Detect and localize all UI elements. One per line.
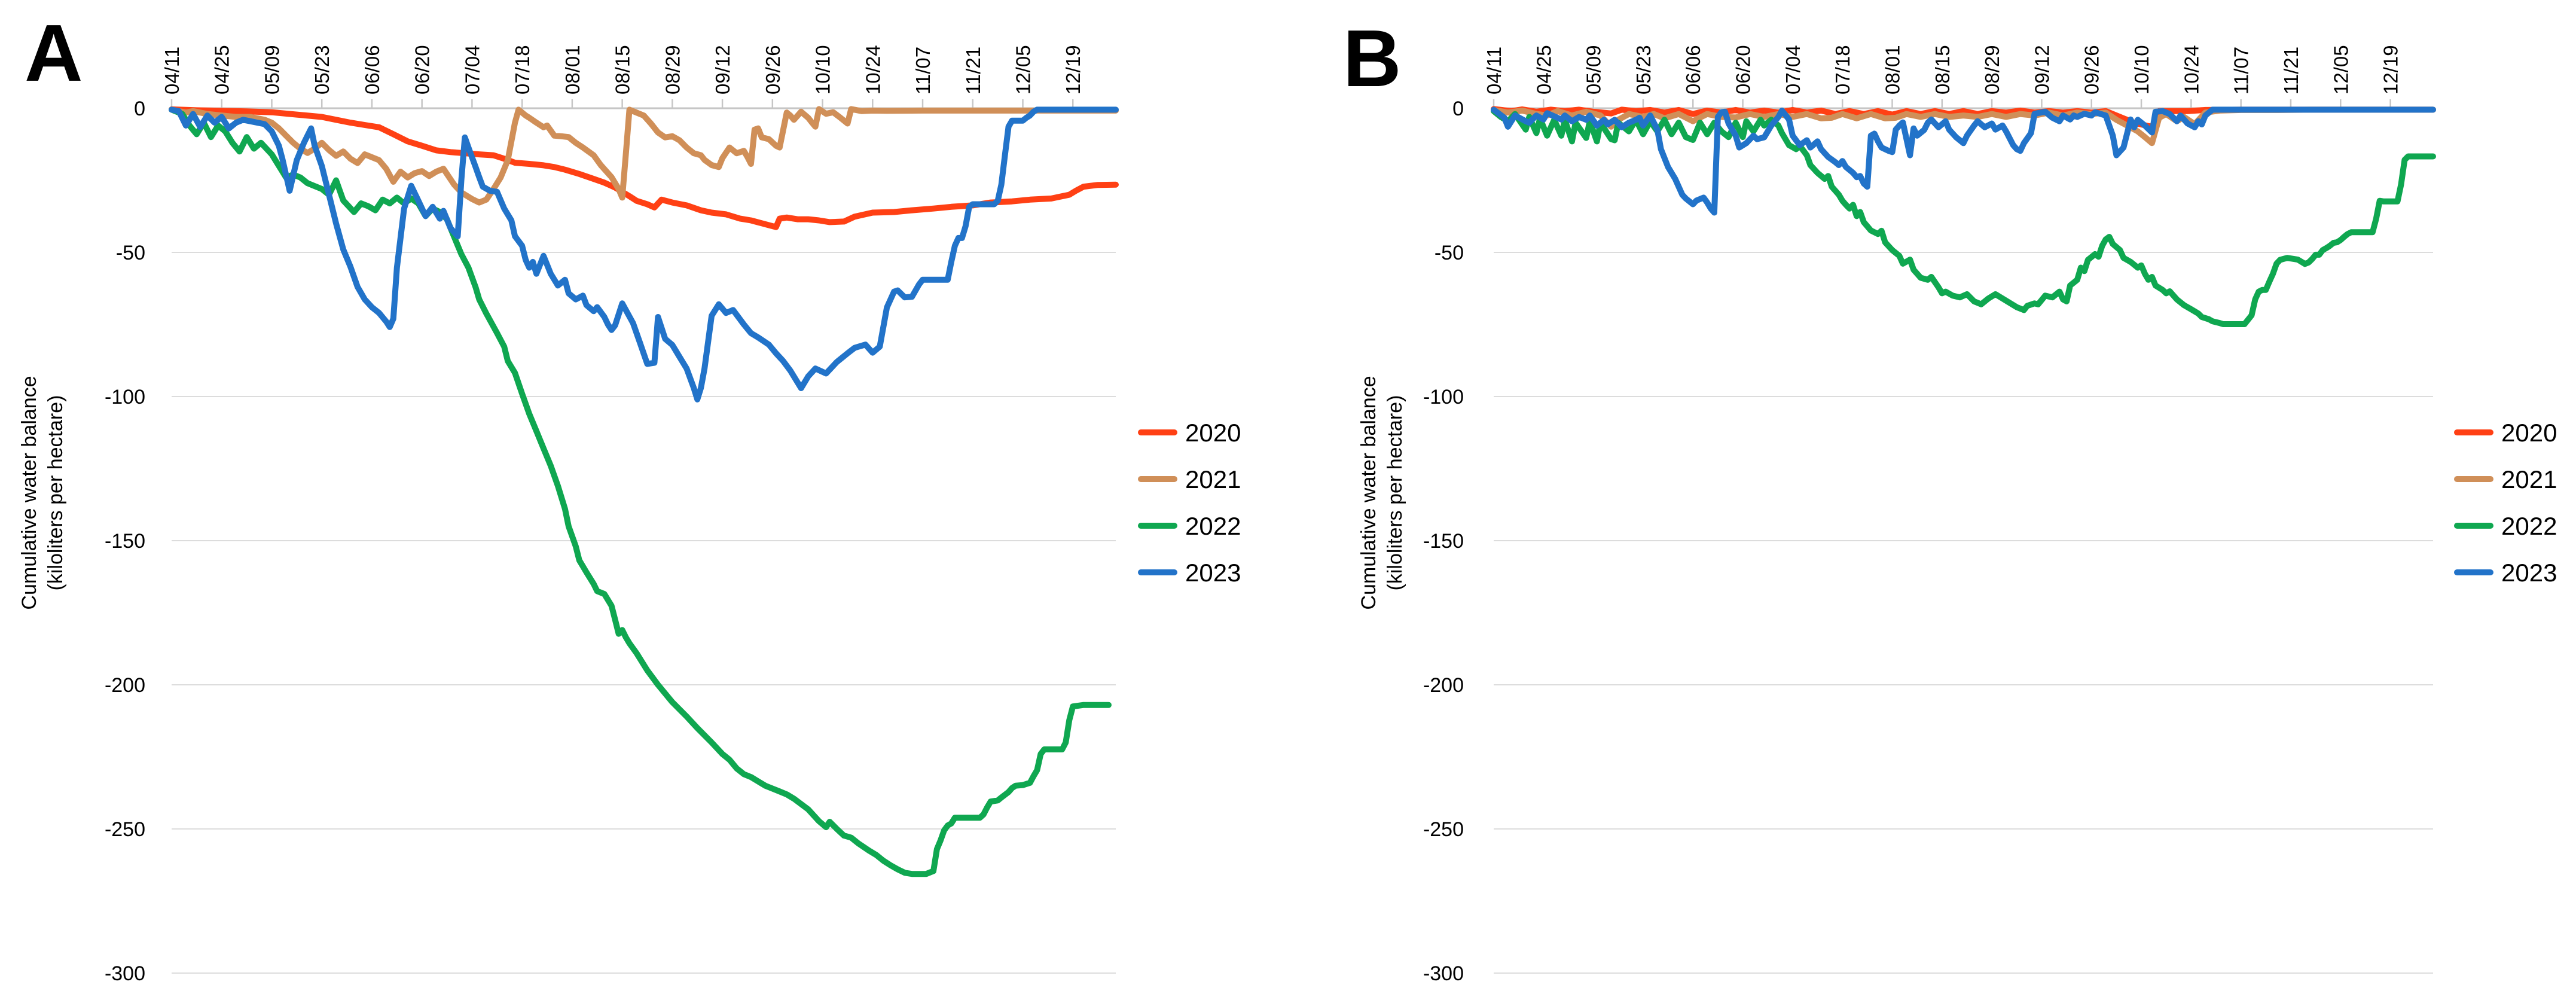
x-tick-label: 09/26: [2081, 45, 2103, 94]
series-2022-line: [169, 106, 1112, 877]
panel-a: A 0 -50 -100 -150 -200 -250 -300 04/11 04/25 05/0…: [18, 8, 1241, 985]
x-tick-label: 06/06: [361, 45, 383, 94]
chart-b-svg: 0 -50 -100 -150 -200 -250 -300 04/11 04/25 05/09 0…: [1357, 45, 2557, 985]
x-tick-label: 04/11: [161, 47, 183, 94]
x-tick-label: 08/15: [612, 45, 634, 94]
x-tick-label: 06/06: [1682, 45, 1704, 94]
x-tick-label: 12/19: [1062, 45, 1084, 94]
legend-swatch-2023: [2454, 569, 2493, 575]
x-tick-label: 08/29: [1981, 45, 2003, 94]
x-tick-label: 11/21: [962, 47, 984, 94]
legend-swatch-2023: [1138, 569, 1177, 575]
x-tick-label: 12/05: [2330, 45, 2352, 94]
panel-b-label: B: [1343, 13, 1401, 103]
y-tick-label: -150: [1423, 530, 1464, 553]
series-2021-line: [169, 106, 1119, 206]
legend-label-2021: 2021: [2501, 465, 2557, 493]
x-tick-label: 12/05: [1012, 45, 1034, 94]
x-tick-label: 11/21: [2280, 47, 2302, 94]
x-tick-label: 08/01: [561, 45, 584, 94]
y-tick-label: -100: [105, 386, 145, 408]
y-tick-label: -250: [1423, 818, 1464, 841]
y-axis-title-line1: Cumulative water balance: [1357, 376, 1380, 609]
legend-swatch-2021: [1138, 476, 1177, 482]
legend-swatch-2021: [2454, 476, 2493, 482]
series-2023-line: [169, 106, 1119, 403]
x-tick-label: 07/18: [1832, 45, 1854, 94]
x-tick-label: 12/19: [2380, 45, 2402, 94]
legend-label-2023: 2023: [2501, 559, 2557, 587]
x-tick-label: 09/26: [762, 45, 784, 94]
y-tick-label: 0: [1452, 97, 1464, 120]
legend-label-2021: 2021: [1185, 465, 1241, 493]
panel-b: B 0 -50 -100 -150 -200 -250 -300 04/11 04/25 05/0…: [1288, 0, 2576, 1000]
x-tick-label: 05/23: [1632, 45, 1655, 94]
x-tick-label: 10/24: [862, 45, 884, 94]
x-tick-label: 06/20: [411, 45, 434, 94]
legend-swatch-2020: [1138, 429, 1177, 435]
x-tick-label: 08/01: [1881, 45, 1903, 94]
y-tick-label: -300: [105, 962, 145, 985]
legend-label-2022: 2022: [2501, 512, 2557, 540]
legend-label-2023: 2023: [1185, 559, 1241, 587]
x-tick-label: 04/11: [1483, 47, 1505, 94]
x-tick-label: 10/10: [2131, 45, 2153, 94]
y-tick-label: -50: [116, 242, 145, 264]
x-tick-label: 09/12: [712, 45, 734, 94]
x-tick-label: 05/09: [1583, 45, 1605, 94]
x-tick-label: 11/07: [912, 47, 934, 94]
legend-swatch-2022: [1138, 523, 1177, 529]
panel-a-label: A: [25, 8, 83, 98]
x-tick-label: 04/25: [1533, 45, 1555, 94]
x-tick-label: 04/25: [211, 45, 233, 94]
x-tick-label: 07/04: [461, 45, 483, 94]
chart-a-svg: 0 -50 -100 -150 -200 -250 -300 04/11 04/25 05/09 0…: [18, 45, 1241, 985]
x-tick-label: 10/24: [2180, 45, 2202, 94]
series-2020-line: [169, 106, 1119, 230]
series-2022-line: [1491, 108, 2436, 327]
legend-label-2020: 2020: [1185, 419, 1241, 447]
y-tick-label: -250: [105, 818, 145, 841]
x-tick-label: 10/10: [812, 45, 834, 94]
y-axis-title-line1: Cumulative water balance: [18, 376, 41, 609]
legend-swatch-2022: [2454, 523, 2493, 529]
x-tick-label: 08/29: [661, 45, 683, 94]
y-tick-label: -200: [105, 674, 145, 697]
legend-label-2020: 2020: [2501, 419, 2557, 447]
x-tick-label: 11/07: [2230, 47, 2253, 94]
y-tick-label: -150: [105, 530, 145, 553]
x-tick-label: 05/23: [311, 45, 333, 94]
x-tick-label: 06/20: [1732, 45, 1754, 94]
y-axis-title-line2: (kiloliters per hectare): [1384, 395, 1406, 591]
x-tick-label: 07/18: [511, 45, 533, 94]
x-tick-label: 08/15: [1931, 45, 1954, 94]
x-tick-label: 09/12: [2031, 45, 2053, 94]
y-tick-label: -50: [1434, 242, 1464, 264]
x-tick-label: 05/09: [261, 45, 283, 94]
y-tick-label: -300: [1423, 962, 1464, 985]
y-tick-label: -200: [1423, 674, 1464, 697]
series-2023-line: [1491, 106, 2436, 216]
y-axis-title-line2: (kiloliters per hectare): [44, 395, 67, 591]
legend-swatch-2020: [2454, 429, 2493, 435]
y-tick-label: 0: [134, 97, 145, 120]
legend-label-2022: 2022: [1185, 512, 1241, 540]
x-tick-label: 07/04: [1782, 45, 1804, 94]
y-tick-label: -100: [1423, 386, 1464, 408]
